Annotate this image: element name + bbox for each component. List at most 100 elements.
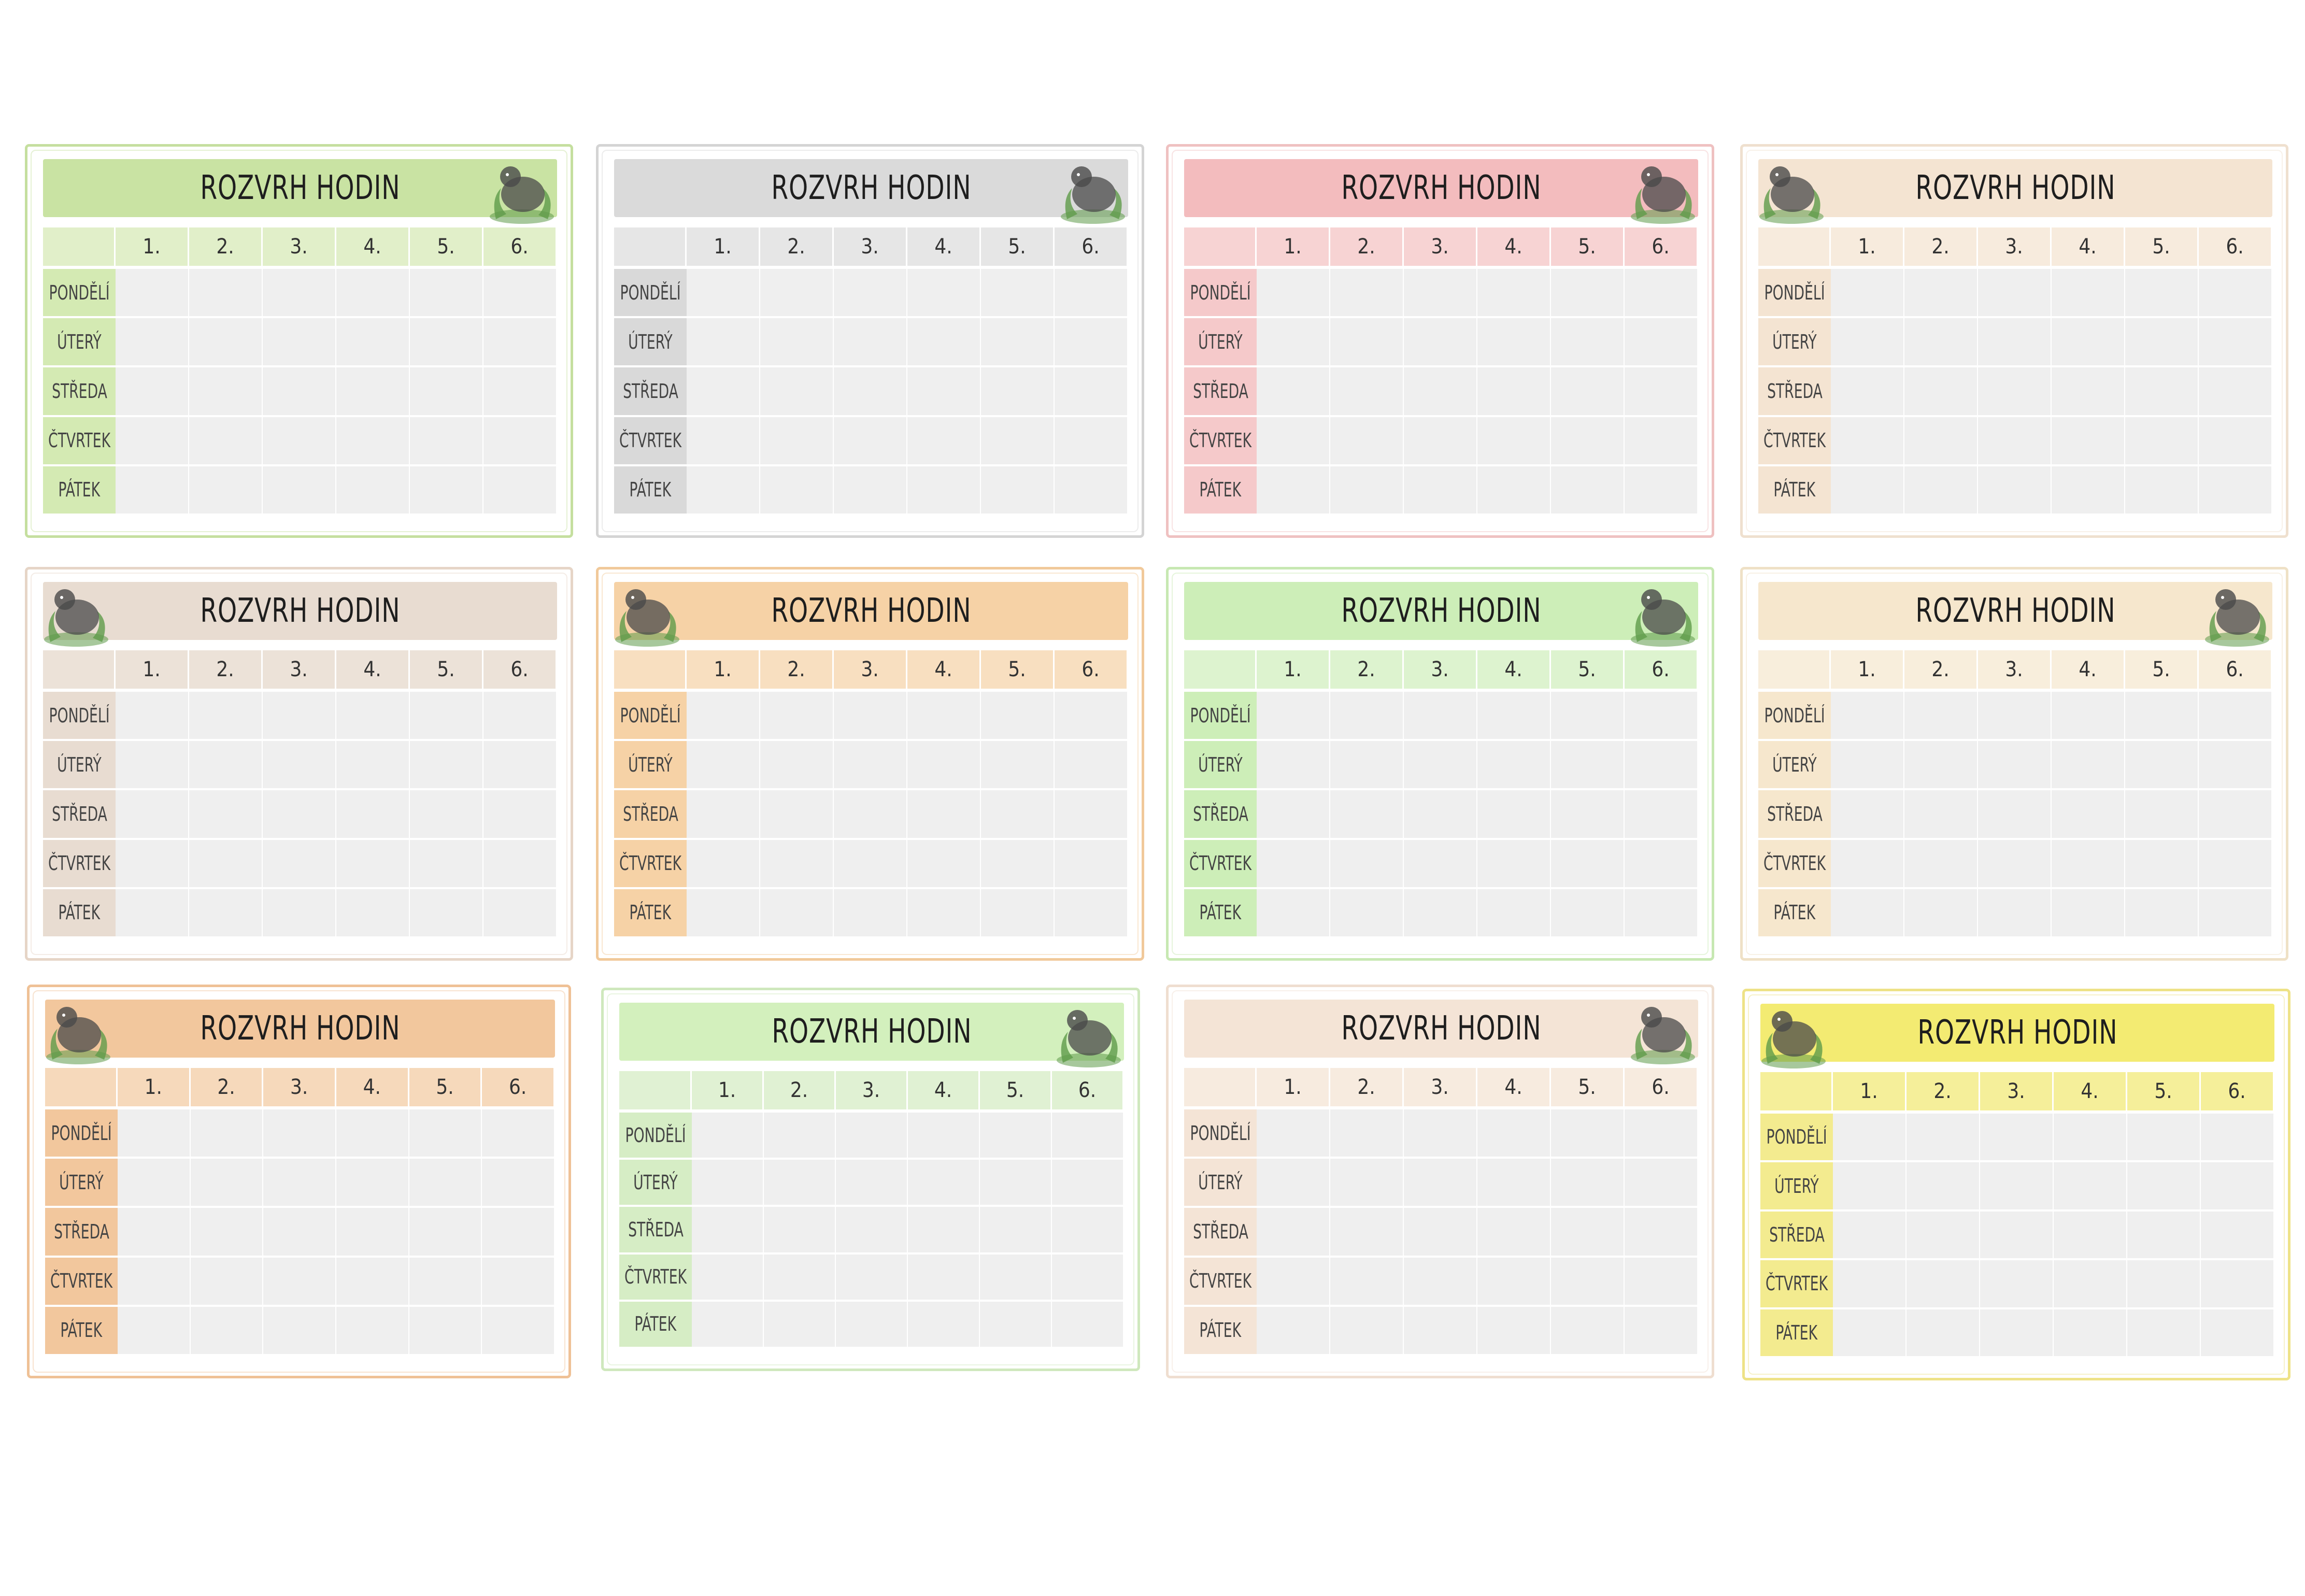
lesson-slot[interactable] bbox=[483, 889, 557, 938]
lesson-slot[interactable] bbox=[2054, 1211, 2127, 1261]
lesson-slot[interactable] bbox=[1404, 741, 1477, 791]
lesson-slot[interactable] bbox=[1980, 1211, 2054, 1261]
lesson-slot[interactable] bbox=[1055, 417, 1128, 466]
lesson-slot[interactable] bbox=[907, 269, 981, 319]
lesson-slot[interactable] bbox=[116, 318, 189, 368]
lesson-slot[interactable] bbox=[1330, 1257, 1404, 1307]
lesson-slot[interactable] bbox=[1833, 1260, 1906, 1309]
lesson-slot[interactable] bbox=[1625, 367, 1698, 417]
lesson-slot[interactable] bbox=[907, 889, 981, 938]
lesson-slot[interactable] bbox=[2125, 367, 2199, 417]
lesson-slot[interactable] bbox=[836, 1301, 908, 1349]
lesson-slot[interactable] bbox=[2052, 839, 2125, 889]
lesson-slot[interactable] bbox=[1625, 1159, 1698, 1208]
lesson-slot[interactable] bbox=[1257, 741, 1330, 791]
lesson-slot[interactable] bbox=[1477, 1159, 1551, 1208]
lesson-slot[interactable] bbox=[1904, 889, 1978, 938]
lesson-slot[interactable] bbox=[981, 367, 1055, 417]
lesson-slot[interactable] bbox=[1831, 790, 1904, 840]
lesson-slot[interactable] bbox=[2199, 889, 2272, 938]
lesson-slot[interactable] bbox=[1551, 1159, 1625, 1208]
lesson-slot[interactable] bbox=[760, 889, 834, 938]
lesson-slot[interactable] bbox=[2052, 318, 2125, 368]
lesson-slot[interactable] bbox=[263, 1257, 336, 1307]
lesson-slot[interactable] bbox=[2125, 839, 2199, 889]
lesson-slot[interactable] bbox=[263, 367, 336, 417]
lesson-slot[interactable] bbox=[1257, 1109, 1330, 1159]
lesson-slot[interactable] bbox=[116, 417, 189, 466]
lesson-slot[interactable] bbox=[1055, 466, 1128, 516]
lesson-slot[interactable] bbox=[118, 1306, 191, 1356]
lesson-slot[interactable] bbox=[760, 318, 834, 368]
lesson-slot[interactable] bbox=[1833, 1114, 1906, 1163]
lesson-slot[interactable] bbox=[1831, 889, 1904, 938]
lesson-slot[interactable] bbox=[1330, 367, 1404, 417]
lesson-slot[interactable] bbox=[834, 741, 907, 791]
lesson-slot[interactable] bbox=[836, 1254, 908, 1302]
lesson-slot[interactable] bbox=[1330, 1208, 1404, 1258]
lesson-slot[interactable] bbox=[1055, 367, 1128, 417]
lesson-slot[interactable] bbox=[1551, 790, 1625, 840]
lesson-slot[interactable] bbox=[981, 889, 1055, 938]
lesson-slot[interactable] bbox=[410, 692, 483, 742]
lesson-slot[interactable] bbox=[1625, 466, 1698, 516]
lesson-slot[interactable] bbox=[483, 318, 557, 368]
lesson-slot[interactable] bbox=[1904, 318, 1978, 368]
lesson-slot[interactable] bbox=[336, 790, 410, 840]
lesson-slot[interactable] bbox=[907, 417, 981, 466]
lesson-slot[interactable] bbox=[834, 318, 907, 368]
lesson-slot[interactable] bbox=[263, 417, 336, 466]
lesson-slot[interactable] bbox=[2054, 1162, 2127, 1212]
lesson-slot[interactable] bbox=[687, 839, 760, 889]
lesson-slot[interactable] bbox=[1257, 839, 1330, 889]
lesson-slot[interactable] bbox=[1551, 1257, 1625, 1307]
lesson-slot[interactable] bbox=[2199, 269, 2272, 319]
lesson-slot[interactable] bbox=[692, 1207, 764, 1255]
lesson-slot[interactable] bbox=[907, 466, 981, 516]
lesson-slot[interactable] bbox=[980, 1113, 1052, 1160]
lesson-slot[interactable] bbox=[336, 367, 410, 417]
lesson-slot[interactable] bbox=[2127, 1114, 2201, 1163]
lesson-slot[interactable] bbox=[1904, 692, 1978, 742]
lesson-slot[interactable] bbox=[336, 1159, 409, 1208]
lesson-slot[interactable] bbox=[189, 790, 263, 840]
lesson-slot[interactable] bbox=[692, 1301, 764, 1349]
lesson-slot[interactable] bbox=[1330, 790, 1404, 840]
lesson-slot[interactable] bbox=[2199, 741, 2272, 791]
lesson-slot[interactable] bbox=[190, 1109, 264, 1159]
lesson-slot[interactable] bbox=[1551, 1208, 1625, 1258]
lesson-slot[interactable] bbox=[336, 1306, 409, 1356]
lesson-slot[interactable] bbox=[1257, 417, 1330, 466]
lesson-slot[interactable] bbox=[1404, 790, 1477, 840]
lesson-slot[interactable] bbox=[1831, 466, 1904, 516]
lesson-slot[interactable] bbox=[189, 839, 263, 889]
lesson-slot[interactable] bbox=[1477, 790, 1551, 840]
lesson-slot[interactable] bbox=[1477, 741, 1551, 791]
lesson-slot[interactable] bbox=[908, 1301, 980, 1349]
lesson-slot[interactable] bbox=[1404, 1208, 1477, 1258]
lesson-slot[interactable] bbox=[2125, 417, 2199, 466]
lesson-slot[interactable] bbox=[336, 1109, 409, 1159]
lesson-slot[interactable] bbox=[2125, 692, 2199, 742]
lesson-slot[interactable] bbox=[2199, 466, 2272, 516]
lesson-slot[interactable] bbox=[189, 367, 263, 417]
lesson-slot[interactable] bbox=[1551, 692, 1625, 742]
lesson-slot[interactable] bbox=[2125, 741, 2199, 791]
lesson-slot[interactable] bbox=[1404, 889, 1477, 938]
lesson-slot[interactable] bbox=[1551, 1109, 1625, 1159]
lesson-slot[interactable] bbox=[2125, 318, 2199, 368]
lesson-slot[interactable] bbox=[2199, 367, 2272, 417]
lesson-slot[interactable] bbox=[483, 269, 557, 319]
lesson-slot[interactable] bbox=[483, 790, 557, 840]
lesson-slot[interactable] bbox=[1625, 1306, 1698, 1356]
lesson-slot[interactable] bbox=[1978, 269, 2052, 319]
lesson-slot[interactable] bbox=[1330, 839, 1404, 889]
lesson-slot[interactable] bbox=[1978, 692, 2052, 742]
lesson-slot[interactable] bbox=[336, 466, 410, 516]
lesson-slot[interactable] bbox=[1477, 1257, 1551, 1307]
lesson-slot[interactable] bbox=[2201, 1309, 2274, 1358]
lesson-slot[interactable] bbox=[834, 790, 907, 840]
lesson-slot[interactable] bbox=[834, 889, 907, 938]
lesson-slot[interactable] bbox=[2199, 692, 2272, 742]
lesson-slot[interactable] bbox=[482, 1257, 555, 1307]
